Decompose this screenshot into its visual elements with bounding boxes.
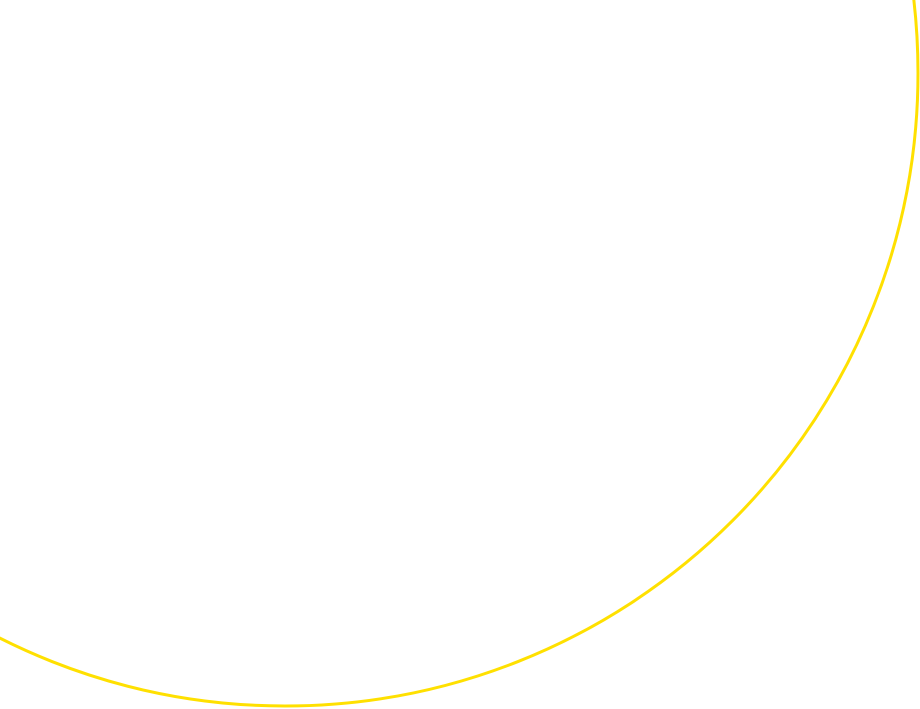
decorative-yellow-arc xyxy=(0,0,920,708)
decorative-canvas xyxy=(0,0,920,708)
